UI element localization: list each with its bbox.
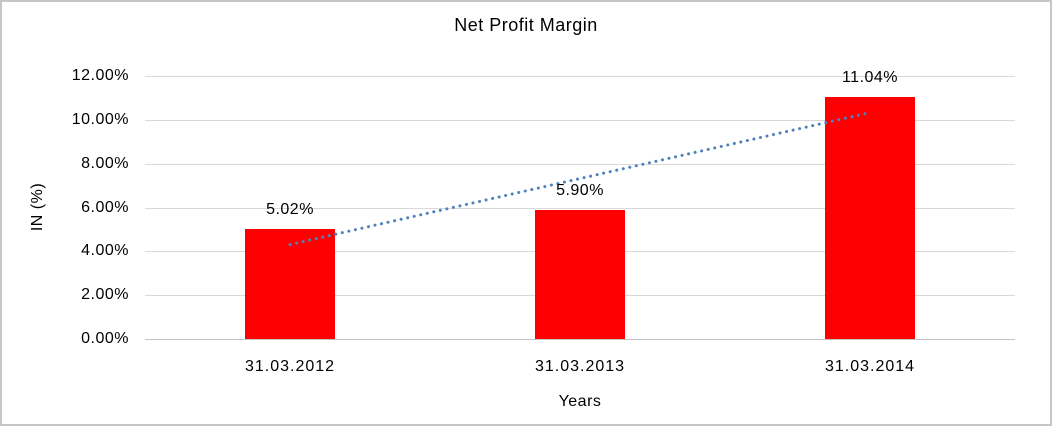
data-label: 5.02% xyxy=(266,200,314,218)
bar-31.03.2014 xyxy=(825,97,915,339)
y-tick-label: 10.00% xyxy=(71,110,129,128)
x-category-label: 31.03.2012 xyxy=(244,358,336,375)
y-tick-label: 12.00% xyxy=(71,67,129,84)
data-label: 5.90% xyxy=(556,181,604,199)
x-axis-title: Years xyxy=(558,393,602,410)
gridline xyxy=(145,339,1015,340)
y-tick-label: 2.00% xyxy=(81,286,129,304)
x-category-label: 31.03.2013 xyxy=(534,358,626,375)
y-axis-title-text: IN (%) xyxy=(29,182,46,232)
data-label: 11.04% xyxy=(841,69,899,87)
x-category-label: 31.03.2014 xyxy=(824,358,916,375)
trendline xyxy=(288,111,872,247)
gridline xyxy=(145,76,1015,77)
gridline xyxy=(145,207,1015,209)
gridline xyxy=(145,119,1015,121)
y-tick-label: 0.00% xyxy=(81,330,129,347)
bar-31.03.2013 xyxy=(535,209,625,339)
y-tick-label: 6.00% xyxy=(81,198,129,216)
gridline xyxy=(145,163,1015,165)
chart-title: Net Profit Margin xyxy=(454,15,598,35)
bar-31.03.2012 xyxy=(245,228,335,339)
y-tick-label: 4.00% xyxy=(81,242,129,260)
plot-area xyxy=(145,76,1015,340)
y-tick-label: 8.00% xyxy=(81,154,129,172)
